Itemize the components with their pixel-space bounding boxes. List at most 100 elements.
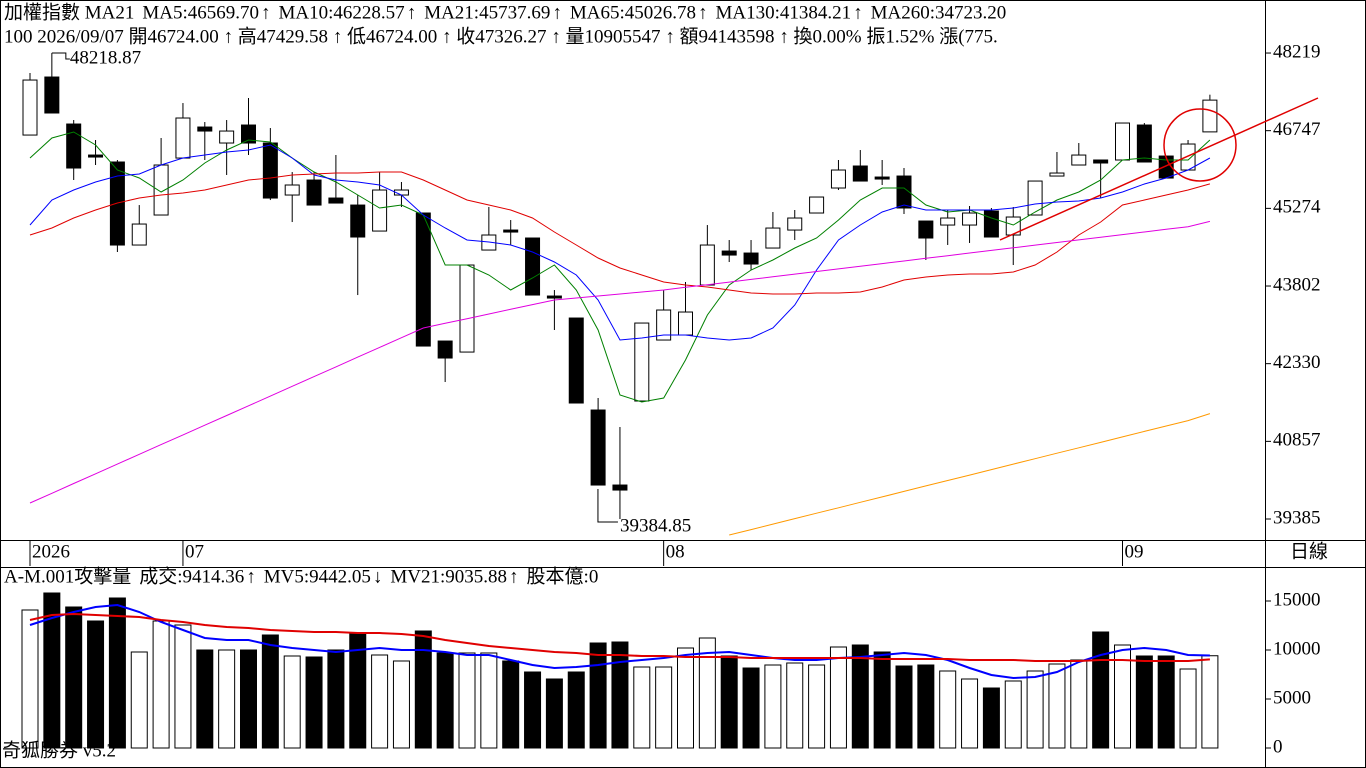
candle-body — [1093, 159, 1109, 164]
volume-bar — [1026, 670, 1044, 749]
annotation-leader — [51, 52, 70, 60]
ma-line — [29, 171, 1211, 295]
candle-body — [459, 264, 475, 353]
volume-bar — [327, 649, 345, 749]
y-tick-label: 10000 — [1273, 638, 1321, 659]
volume-bar — [436, 652, 454, 749]
legend-entry: 股本億:0 — [527, 565, 599, 587]
volume-bar — [829, 646, 847, 749]
candle-body — [306, 179, 322, 206]
candle-body — [656, 309, 672, 341]
y-tick-label: 15000 — [1273, 589, 1321, 610]
candle-body — [284, 184, 300, 196]
volume-bar — [567, 671, 585, 749]
candle-body — [44, 76, 60, 114]
volume-bar — [742, 667, 760, 749]
candle-body — [962, 212, 978, 226]
y-tick-label: 45274 — [1273, 197, 1321, 218]
candle-body — [153, 164, 169, 216]
ma-line — [29, 612, 1210, 662]
candle-body — [918, 220, 934, 239]
candle-body — [437, 340, 453, 359]
volume-bar — [130, 651, 148, 749]
x-tick-label: 08 — [666, 541, 685, 562]
volume-bar — [152, 620, 170, 749]
volume-bar — [305, 656, 323, 749]
ma-line — [29, 131, 1211, 403]
candle-body — [743, 252, 759, 265]
volume-bar — [851, 644, 869, 749]
legend-entry: MA65:45026.78 — [570, 2, 696, 23]
volume-bar — [611, 641, 629, 749]
candle-body — [983, 210, 999, 238]
volume-bar — [1070, 659, 1088, 749]
volume-bar — [65, 606, 83, 749]
volume-bar — [589, 642, 607, 749]
candle-body — [612, 484, 628, 491]
volume-bar — [174, 624, 192, 749]
candle-body — [940, 217, 956, 226]
y-tick-label: 48219 — [1273, 41, 1321, 62]
x-tick-label: 2026 — [32, 541, 70, 562]
quote-info: 100 2026/09/07 開46724.00 ↑ 高47429.58 ↑ 低… — [4, 25, 998, 47]
candle-body — [328, 197, 344, 204]
volume-bar — [1179, 668, 1197, 749]
volume-bar — [414, 630, 432, 749]
candle-body — [197, 126, 213, 132]
x-tick-label: 09 — [1125, 541, 1144, 562]
candle-body — [1115, 122, 1130, 161]
candle-body — [88, 154, 104, 158]
candle-body — [1180, 143, 1196, 171]
annotation: 39384.85 — [620, 515, 691, 536]
candle-body — [131, 223, 147, 246]
candle-body — [568, 317, 584, 404]
legend-entry: 成交:9414.36 — [139, 565, 244, 587]
volume-bar — [392, 660, 410, 749]
x-tick-label: 07 — [185, 541, 204, 562]
legend-trend: ↑ — [698, 2, 708, 23]
volume-bar — [108, 597, 126, 749]
volume-bar — [1135, 655, 1153, 749]
volume-bar — [480, 652, 498, 749]
candle-body — [699, 244, 715, 286]
volume-bar — [87, 620, 105, 749]
candle-body — [1071, 154, 1087, 166]
annotation: 48218.87 — [70, 47, 141, 68]
axes: A-M.001攻擊量 成交:9414.36 ↑ MV5:9442.05 ↓ MV21:90… — [4, 41, 1321, 757]
panel-title: A-M.001攻擊量 — [4, 565, 131, 587]
legend-trend: ↑ — [261, 2, 271, 23]
volume-bar — [982, 687, 1000, 749]
legend-trend: ↓ — [373, 566, 383, 587]
candle-body — [590, 409, 606, 486]
volume-bar — [240, 649, 257, 749]
y-tick-label: 39385 — [1273, 507, 1321, 528]
volume-bar — [873, 651, 891, 749]
footer: 奇狐勝券 v5.2 — [2, 739, 116, 761]
header: 加權指數 MA21 MA5:46569.70 ↑ MA10:46228.57 ↑ MA21… — [4, 1, 1006, 47]
volume-bar — [524, 671, 542, 749]
candle-body — [350, 204, 366, 238]
y-tick-label: 40857 — [1273, 430, 1321, 451]
volume-bar — [196, 649, 214, 749]
candle-body — [787, 217, 803, 231]
ma-line — [29, 144, 1211, 341]
volume-bar — [21, 609, 39, 749]
volume-bar — [1048, 663, 1066, 749]
y-tick-label: 42330 — [1273, 352, 1321, 373]
ma-line — [29, 603, 1210, 680]
y-tick-label: 43802 — [1273, 274, 1321, 295]
candle-body — [765, 227, 781, 249]
volume-bar — [633, 666, 651, 749]
volume-bar — [1157, 655, 1175, 749]
candle-body — [241, 124, 256, 144]
legend-trend: ↑ — [853, 2, 863, 23]
candle-body — [634, 322, 650, 402]
price-panel: 48218.87 39384.85 — [22, 47, 1218, 536]
volume-bar — [895, 665, 913, 749]
volume-bar — [545, 678, 563, 749]
legend-entry: MA130:41384.21 — [716, 2, 852, 23]
annotation-leader — [597, 489, 618, 523]
y-tick-label: 0 — [1273, 736, 1283, 757]
ma-line — [29, 220, 1211, 504]
candle-body — [830, 169, 846, 189]
